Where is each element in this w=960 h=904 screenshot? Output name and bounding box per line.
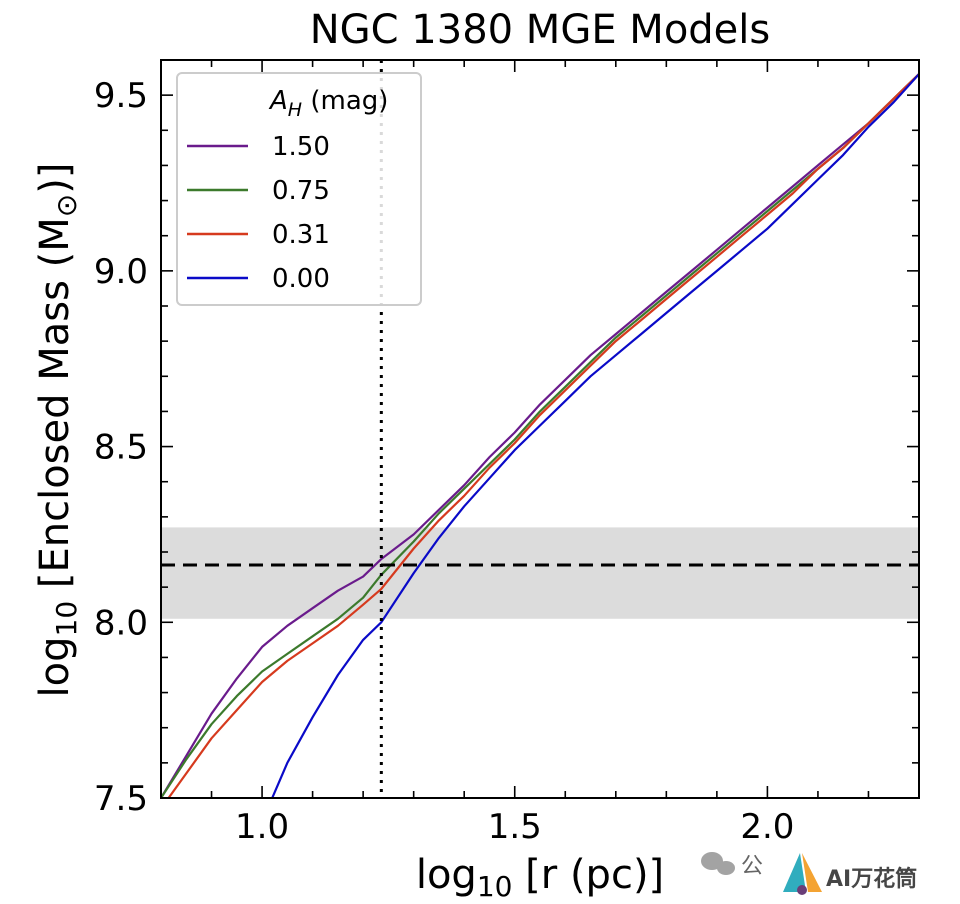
legend-items: 1.50 0.75 0.31 0.00 — [187, 132, 330, 294]
x-tick-label: 1.5 — [488, 807, 542, 847]
legend-label-0-31: 0.31 — [272, 220, 330, 250]
series-line-0-75 — [161, 73, 919, 798]
brand-logo-text: AI万花筒 — [826, 866, 917, 892]
chart-title: NGC 1380 MGE Models — [310, 7, 771, 53]
y-tick-label: 8.0 — [94, 603, 148, 643]
series-line-0-00 — [271, 73, 919, 798]
x-tick-label: 2.0 — [740, 807, 794, 847]
series-line-0-31 — [167, 73, 919, 798]
legend-label-0-00: 0.00 — [272, 264, 330, 294]
mass-uncertainty-band — [161, 527, 919, 619]
x-tick-label: 1.0 — [235, 807, 289, 847]
plot-frame — [160, 59, 920, 799]
y-axis-label: log10 [Enclosed Mass (M⊙)] — [32, 163, 83, 698]
legend-label-1-50: 1.50 — [272, 132, 330, 162]
brand-logo-icon — [783, 853, 822, 895]
plot-area: 1.0 1.5 2.0 7.5 8.0 8.5 9.0 9.5 — [94, 59, 920, 847]
watermark-text: 公 — [741, 854, 763, 879]
y-tick-label: 9.0 — [94, 252, 148, 292]
legend-label-0-75: 0.75 — [272, 176, 330, 206]
wechat-icon — [701, 852, 735, 875]
y-tick-label: 7.5 — [94, 779, 148, 819]
y-tick-label: 8.5 — [94, 428, 148, 468]
legend-title: AH (mag) — [268, 86, 388, 121]
legend-frame — [176, 72, 422, 306]
series-line-1-50 — [161, 73, 919, 798]
series-group — [161, 73, 919, 798]
y-tick-label: 9.5 — [94, 76, 148, 116]
legend: AH (mag) 1.50 0.75 0.31 0.00 — [176, 72, 422, 306]
watermark: 公 AI万花筒 — [701, 852, 917, 895]
x-axis-label: log10 [r (pc)] — [416, 852, 664, 903]
